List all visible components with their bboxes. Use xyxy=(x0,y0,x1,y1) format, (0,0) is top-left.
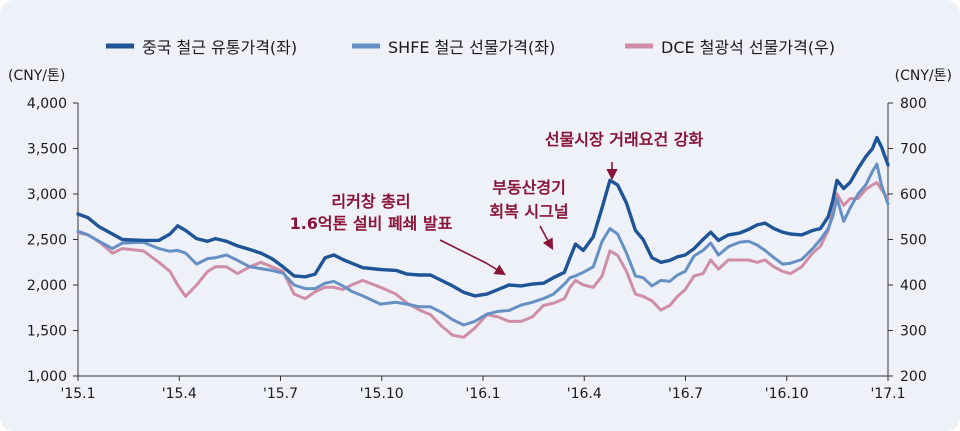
x-tick-label-6: '16.7 xyxy=(668,386,703,402)
series-line-0 xyxy=(76,135,890,298)
annotation-real-estate-line-1: 회복 시그널 xyxy=(489,202,568,221)
x-tick-label-7: '16.10 xyxy=(765,386,809,402)
legend-label-1: SHFE 철근 선물가격(좌) xyxy=(388,38,555,57)
series-line-2 xyxy=(76,181,890,339)
y-left-tick-label-6: 4,000 xyxy=(27,96,67,112)
legend-label-0: 중국 철근 유통가격(좌) xyxy=(142,38,297,57)
annotation-futures-tighten-line-0: 선물시장 거래요건 강화 xyxy=(545,130,704,149)
annotation-li-keqiang-arrow xyxy=(439,239,506,276)
x-tick-label-2: '15.7 xyxy=(263,386,298,402)
y-right-tick-label-3: 500 xyxy=(900,233,927,249)
y-right-tick-label-2: 400 xyxy=(900,278,927,294)
y-left-tick-label-5: 3,500 xyxy=(27,142,67,158)
y-right-unit: (CNY/톤) xyxy=(895,68,952,84)
y-left-tick-label-1: 1,500 xyxy=(27,324,67,340)
annotation-li-keqiang-line-1: 1.6억톤 설비 폐쇄 발표 xyxy=(290,214,453,233)
x-tick-label-0: '15.1 xyxy=(60,386,95,402)
x-tick-label-5: '16.4 xyxy=(567,386,602,402)
y-right-tick-label-4: 600 xyxy=(900,187,927,203)
y-left-unit: (CNY/톤) xyxy=(8,68,65,84)
y-right-tick-label-0: 200 xyxy=(900,369,927,385)
x-tick-label-4: '16.1 xyxy=(465,386,500,402)
y-right-tick-label-1: 300 xyxy=(900,324,927,340)
x-tick-label-8: '17.1 xyxy=(870,386,905,402)
annotation-li-keqiang-line-0: 리커창 총리 xyxy=(331,192,410,211)
y-left-tick-label-3: 2,500 xyxy=(27,233,67,249)
series-line-1 xyxy=(76,162,890,327)
y-left-tick-label-4: 3,000 xyxy=(27,187,67,203)
y-right-tick-label-5: 700 xyxy=(900,142,927,158)
x-tick-label-3: '15.10 xyxy=(360,386,404,402)
y-left-tick-label-0: 1,000 xyxy=(27,369,67,385)
annotation-real-estate-arrow xyxy=(539,225,554,250)
legend-label-2: DCE 철광석 선물가격(우) xyxy=(661,38,835,57)
y-right-tick-label-6: 800 xyxy=(900,96,927,112)
annotation-real-estate-line-0: 부동산경기 xyxy=(492,178,566,197)
y-left-tick-label-2: 2,000 xyxy=(27,278,67,294)
x-tick-label-1: '15.4 xyxy=(162,386,197,402)
